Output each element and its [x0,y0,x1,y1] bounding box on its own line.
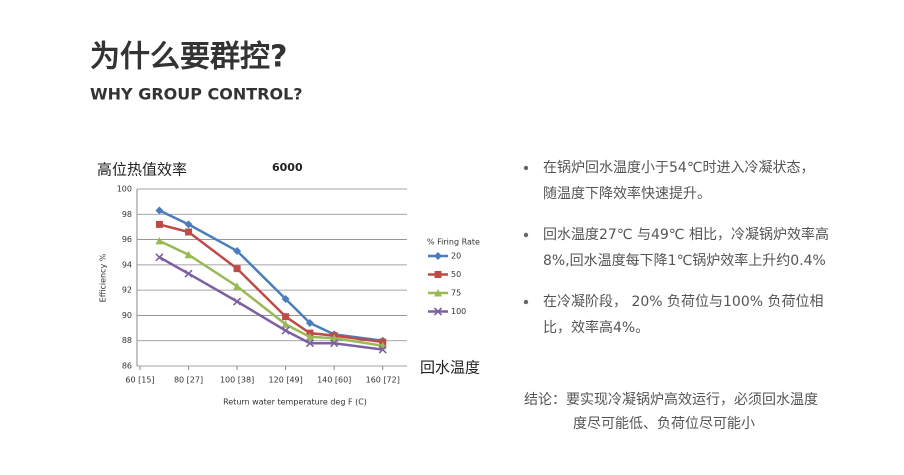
marker [281,294,290,303]
y-tick-label: 92 [122,286,132,295]
series-line [158,239,383,348]
legend-label: 50 [451,270,461,279]
y-tick-label: 88 [122,336,132,345]
legend-label: 75 [451,289,461,298]
annotation: 回水温度 [420,359,480,377]
x-tick-label: 120 [49] [269,376,303,385]
x-tick-label: 160 [72] [366,376,400,385]
marker [155,253,164,262]
legend-title: % Firing Rate [427,238,480,247]
legend-label: 100 [451,307,466,316]
x-tick-label: 60 [15] [125,376,154,385]
conclusion-text: 度尽可能低、负荷位尽可能小 [573,416,755,432]
marker [233,297,242,306]
chart-subtitle: 6000 [272,161,303,174]
x-tick-label: 140 [60] [317,376,351,385]
marker [184,220,193,229]
marker [233,265,241,273]
marker [155,206,164,215]
slide-title: 为什么要群控? [90,40,287,75]
marker [185,228,193,236]
marker [155,236,164,245]
marker [155,220,163,228]
bullet-text: 在冷凝阶段， 20% 负荷位与100% 负荷位相 [543,294,824,310]
legend-label: 20 [451,252,461,261]
marker [434,271,442,278]
bullet-text: 随温度下降效率快速提升。 [543,185,711,202]
y-tick-label: 94 [122,260,132,269]
chart-title: 高位热值效率 [97,161,187,179]
bullet-text: 在锅炉回水温度小于54℃时进入冷凝状态， [543,160,815,176]
bullet-dot [523,165,529,171]
marker [184,269,193,278]
y-axis-label: Efficiency % [99,253,108,302]
marker [233,282,242,290]
bullet-dot [523,299,529,305]
marker [305,332,314,341]
marker [233,246,242,255]
marker [434,289,442,297]
y-tick-label: 98 [122,210,132,219]
marker [434,252,442,260]
x-axis-label: Return water temperature deg F (C) [223,398,367,407]
marker [378,345,387,354]
bullet-dot [523,232,529,238]
marker [282,313,290,321]
bullet-text: 比，效率高4%。 [543,319,649,336]
y-tick-label: 100 [117,185,132,194]
slide-subtitle: WHY GROUP CONTROL? [90,85,303,104]
bullet-text: 回水温度27℃ 与49℃ 相比，冷凝锅炉效率高 [543,226,829,243]
marker [281,326,290,335]
x-tick-label: 80 [27] [174,376,203,385]
marker [433,307,443,316]
y-tick-label: 86 [122,362,132,371]
marker [184,250,193,259]
marker [305,319,314,328]
bullet-text: 8%,回水温度每下降1℃锅炉效率上升约0.4% [543,252,826,269]
marker [305,339,314,348]
marker [281,320,290,328]
marker [330,339,339,348]
x-tick-label: 100 [38] [220,376,254,385]
y-tick-label: 96 [122,235,132,244]
conclusion-text: 结论：要实现冷凝锅炉高效运行，必须回水温度 [524,391,818,408]
y-tick-label: 90 [122,311,132,320]
marker [330,334,339,342]
